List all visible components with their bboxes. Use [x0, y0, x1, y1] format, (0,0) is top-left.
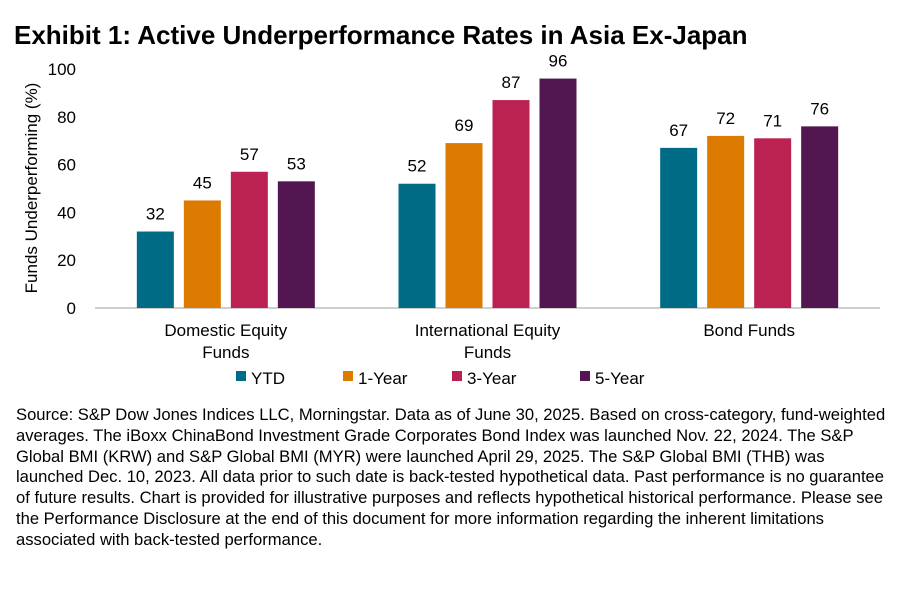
data-label: 52	[408, 157, 427, 176]
y-tick-label: 40	[57, 203, 76, 222]
source-note: Source: S&P Dow Jones Indices LLC, Morni…	[16, 405, 886, 549]
y-tick-label: 20	[57, 251, 76, 270]
data-label: 72	[716, 109, 735, 128]
bar-ytd	[398, 183, 436, 308]
chart-title: Exhibit 1: Active Underperformance Rates…	[14, 20, 748, 50]
bar-3-year	[754, 138, 792, 308]
bar-3-year	[492, 100, 530, 308]
bar-ytd	[660, 147, 698, 308]
data-label: 67	[669, 121, 688, 140]
data-label: 87	[502, 73, 521, 92]
data-label: 57	[240, 145, 259, 164]
legend-swatch	[236, 371, 246, 381]
bar-1-year	[707, 135, 745, 308]
bar-5-year	[539, 78, 577, 308]
data-label: 96	[549, 52, 568, 71]
data-label: 53	[287, 154, 306, 173]
y-axis-label: Funds Underperforming (%)	[22, 83, 41, 294]
legend-swatch	[343, 371, 353, 381]
y-tick-label: 60	[57, 156, 76, 175]
data-label: 32	[146, 205, 165, 224]
legend-label: YTD	[251, 369, 285, 388]
data-label: 76	[810, 99, 829, 118]
bar-chart: 0 20 40 60 80 100 Funds Underperforming (%) 32 4…	[22, 52, 880, 388]
bar-5-year	[277, 181, 315, 308]
category-label: Funds	[202, 343, 249, 362]
y-tick-label: 80	[57, 108, 76, 127]
bar-1-year	[445, 143, 483, 308]
bar-ytd	[136, 231, 174, 308]
bar-3-year	[230, 171, 268, 308]
data-label: 69	[455, 116, 474, 135]
category-label: International Equity	[415, 321, 561, 340]
legend-label: 3-Year	[467, 369, 517, 388]
legend-label: 1-Year	[358, 369, 408, 388]
y-tick-label: 100	[48, 60, 76, 79]
category-label: Bond Funds	[703, 321, 795, 340]
category-label: Funds	[464, 343, 511, 362]
legend-swatch	[452, 371, 462, 381]
bar-1-year	[183, 200, 221, 308]
legend-label: 5-Year	[595, 369, 645, 388]
data-label: 71	[763, 111, 782, 130]
category-label: Domestic Equity	[164, 321, 287, 340]
legend-swatch	[580, 371, 590, 381]
bar-5-year	[801, 126, 839, 308]
y-tick-label: 0	[67, 299, 76, 318]
data-label: 45	[193, 173, 212, 192]
